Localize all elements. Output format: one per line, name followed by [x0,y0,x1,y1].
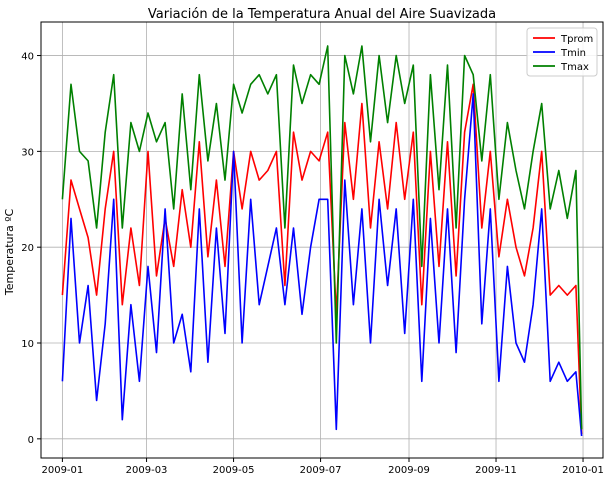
x-tick-label: 2009-09 [388,465,430,476]
series-line-tmax [61,45,583,430]
y-tick-label: 30 [21,147,34,158]
y-tick-label: 20 [21,243,34,254]
x-tick-label: 2009-03 [126,465,168,476]
chart-title: Variación de la Temperatura Anual del Ai… [148,7,496,22]
grid [41,22,603,458]
legend-label-tprom: Tprom [560,34,593,45]
y-axis-label: Temperatura ºC [3,209,16,297]
legend-items: Tprom Tmin Tmax [533,34,593,73]
x-tick-label: 2010-01 [562,465,604,476]
legend-box [526,27,598,77]
series-line-tmin [61,93,583,437]
plot-frame [40,21,604,459]
y-tick-label: 10 [21,339,34,350]
series-lines [61,45,583,437]
legend-label-tmin: Tmin [560,48,586,59]
y-tick-label: 0 [28,435,34,446]
x-tick-label: 2009-11 [475,465,517,476]
y-axis-ticks: 0 10 20 30 40 [21,52,41,446]
x-axis-ticks: 2009-01 2009-03 2009-05 2009-07 2009-09 2009-… [41,458,604,476]
x-tick-label: 2009-07 [300,465,342,476]
y-tick-label: 40 [21,52,34,63]
legend-label-tmax: Tmax [560,62,589,73]
x-tick-label: 2009-01 [41,465,83,476]
legend: Tprom Tmin Tmax [526,27,598,77]
x-tick-label: 2009-05 [213,465,255,476]
series-line-tprom [61,83,583,435]
